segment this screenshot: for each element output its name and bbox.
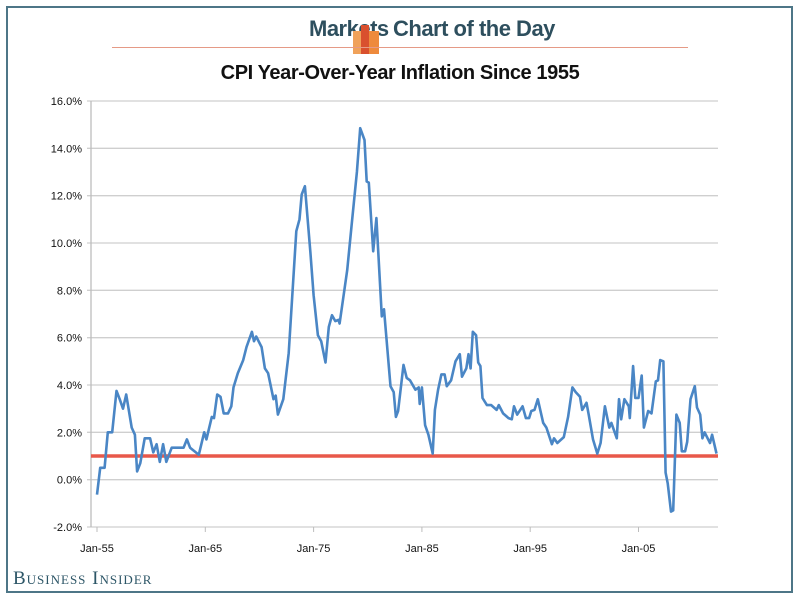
brand-logo: Business Insider: [13, 568, 153, 589]
x-tick-label: Jan-55: [80, 543, 114, 555]
x-tick-label: Jan-75: [297, 543, 331, 555]
y-tick-label: 8.0%: [57, 285, 82, 297]
header-divider: [112, 47, 688, 48]
y-tick-label: 14.0%: [51, 143, 82, 155]
series-label: Chart of the Day: [393, 16, 555, 41]
y-tick-label: 16.0%: [51, 96, 82, 108]
y-tick-label: 0.0%: [57, 475, 82, 487]
bar-chart-logo-icon: [353, 25, 379, 54]
chart-frame: [6, 6, 793, 593]
cpi-inflation-line: [95, 126, 718, 513]
y-tick-label: 12.0%: [51, 191, 82, 203]
chart-title: CPI Year-Over-Year Inflation Since 1955: [220, 62, 580, 84]
x-tick-label: Jan-05: [622, 543, 656, 555]
y-tick-label: 6.0%: [57, 333, 82, 345]
x-tick-label: Jan-85: [405, 543, 439, 555]
y-tick-label: 2.0%: [57, 427, 82, 439]
chart-header: Markets Chart of the Day: [0, 14, 800, 54]
x-tick-label: Jan-65: [188, 543, 222, 555]
y-tick-label: 10.0%: [51, 238, 82, 250]
x-tick-label: Jan-95: [513, 543, 547, 555]
y-tick-label: -2.0%: [53, 522, 82, 534]
y-tick-label: 4.0%: [57, 380, 82, 392]
